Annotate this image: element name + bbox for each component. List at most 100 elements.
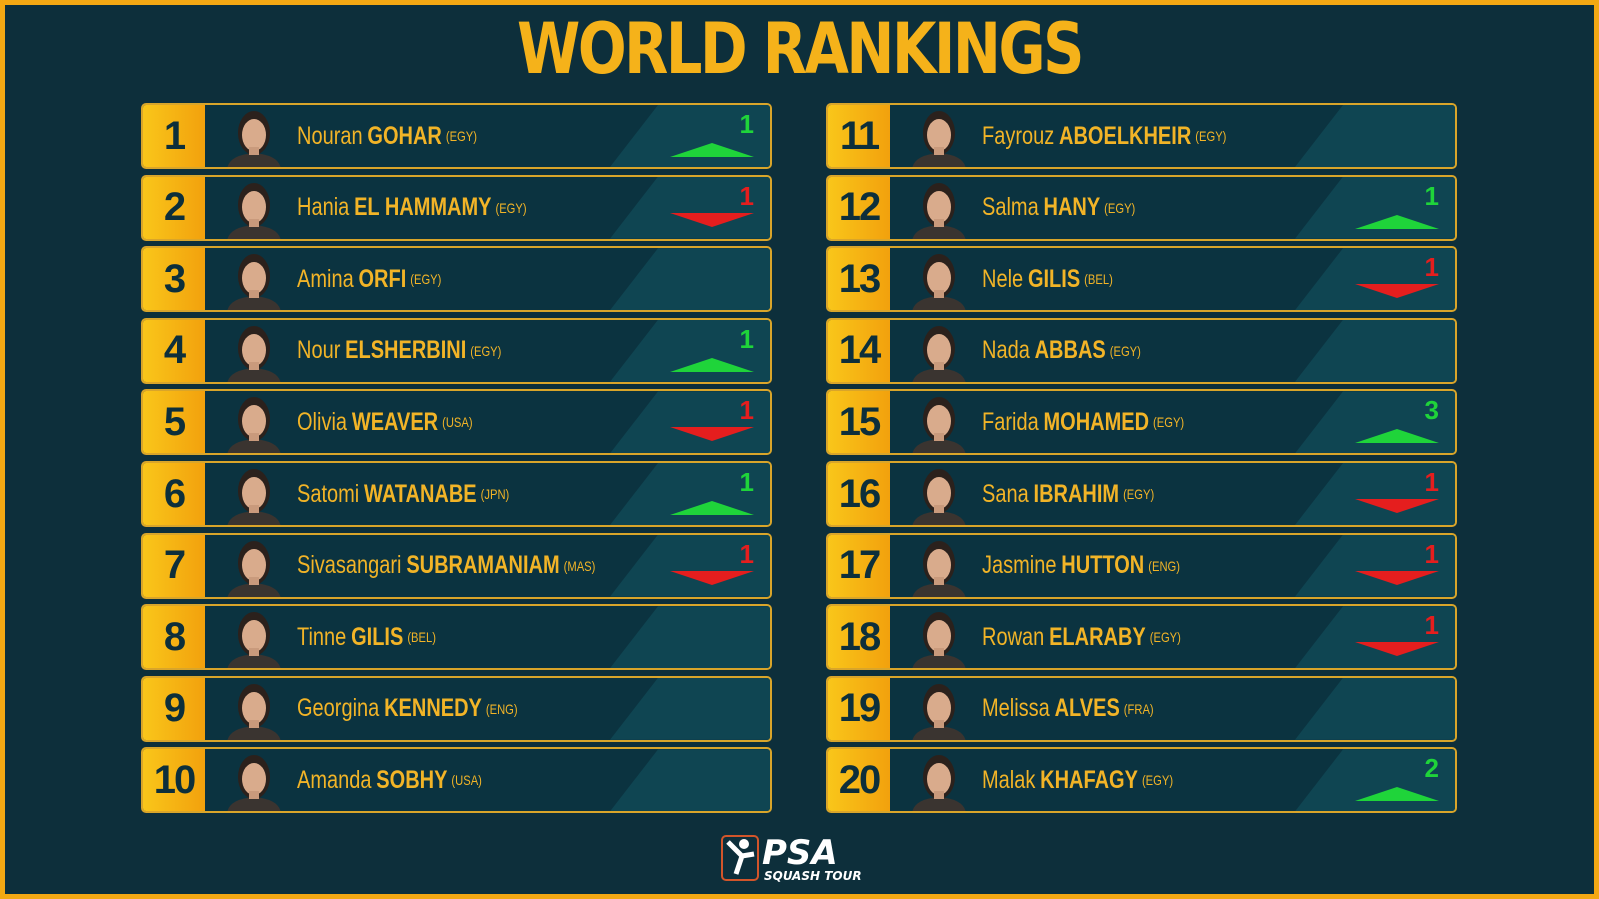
ranking-row: 8 Tinne GILIS (BEL) xyxy=(141,604,772,671)
first-name: Salma xyxy=(982,193,1039,222)
country-code: (ENG) xyxy=(1148,557,1180,574)
rank-change: 1 xyxy=(739,395,754,426)
arrow-down-icon xyxy=(670,212,754,227)
first-name: Sana xyxy=(982,479,1029,508)
ranking-row: 11 Fayrouz ABOELKHEIR (EGY) xyxy=(826,103,1457,169)
page-title: WORLD RANKINGS xyxy=(516,8,1085,90)
player-photo xyxy=(219,250,289,311)
first-name: Nour xyxy=(297,336,341,365)
logo-subtext: SQUASH TOUR xyxy=(764,869,862,883)
last-name: GILIS xyxy=(351,622,404,651)
last-name: WATANABE xyxy=(364,479,477,508)
last-name: ELARABY xyxy=(1049,622,1146,651)
first-name: Olivia xyxy=(297,407,348,436)
player-photo xyxy=(904,322,974,382)
player-name: Sana IBRAHIM (EGY) xyxy=(982,463,1154,525)
player-name: Nele GILIS (BEL) xyxy=(982,248,1113,310)
rank-change: 1 xyxy=(1424,538,1439,569)
player-photo xyxy=(219,322,289,382)
ranking-row: 15 Farida MOHAMED (EGY) 3 xyxy=(826,389,1457,456)
country-code: (EGY) xyxy=(1141,772,1174,789)
rank-change: 3 xyxy=(1424,395,1439,426)
country-code: (USA) xyxy=(451,772,482,789)
last-name: IBRAHIM xyxy=(1033,479,1120,508)
player-photo xyxy=(904,537,974,597)
country-code: (FRA) xyxy=(1123,700,1154,717)
rank-number: 13 xyxy=(828,248,890,311)
rank-number: 14 xyxy=(828,319,890,382)
first-name: Hania xyxy=(297,193,350,222)
rank-number: 8 xyxy=(143,606,205,669)
player-photo xyxy=(904,680,974,740)
rank-number: 1 xyxy=(143,105,205,167)
country-code: (USA) xyxy=(442,414,473,431)
player-name: Satomi WATANABE (JPN) xyxy=(297,463,509,525)
last-name: HUTTON xyxy=(1061,551,1145,580)
player-name: Malak KHAFAGY (EGY) xyxy=(982,749,1173,811)
arrow-down-icon xyxy=(670,427,754,442)
ranking-row: 6 Satomi WATANABE (JPN) 1 xyxy=(141,461,772,527)
logo-text: PSA xyxy=(762,833,838,873)
player-name: Amanda SOBHY (USA) xyxy=(297,749,482,811)
arrow-up-icon xyxy=(670,501,754,515)
player-name: Nour ELSHERBINI (EGY) xyxy=(297,320,501,382)
rank-number: 6 xyxy=(143,463,205,525)
rank-number: 20 xyxy=(828,749,890,812)
player-photo xyxy=(219,537,289,597)
rank-change: 1 xyxy=(739,109,754,139)
player-name: Melissa ALVES (FRA) xyxy=(982,678,1154,740)
player-photo xyxy=(219,751,289,812)
country-code: (JPN) xyxy=(480,486,510,502)
player-photo xyxy=(904,393,974,454)
player-name: Tinne GILIS (BEL) xyxy=(297,606,436,668)
first-name: Nada xyxy=(982,336,1030,365)
country-code: (EGY) xyxy=(1109,342,1141,359)
player-photo xyxy=(219,608,289,669)
player-name: Fayrouz ABOELKHEIR (EGY) xyxy=(982,105,1226,167)
first-name: Jasmine xyxy=(982,551,1057,580)
player-photo xyxy=(904,465,974,525)
last-name: WEAVER xyxy=(351,407,439,436)
ranking-row: 3 Amina ORFI (EGY) xyxy=(141,246,772,313)
arrow-up-icon xyxy=(670,143,754,157)
ranking-row: 12 Salma HANY (EGY) 1 xyxy=(826,174,1457,241)
player-name: Salma HANY (EGY) xyxy=(982,177,1135,239)
last-name: MOHAMED xyxy=(1043,407,1150,436)
rank-number: 2 xyxy=(143,176,205,239)
arrow-up-icon xyxy=(1355,787,1439,802)
first-name: Tinne xyxy=(297,622,347,651)
last-name: SUBRAMANIAM xyxy=(406,551,560,580)
arrow-down-icon xyxy=(1355,499,1439,513)
player-name: Nada ABBAS (EGY) xyxy=(982,320,1141,382)
player-name: Rowan ELARABY (EGY) xyxy=(982,606,1181,668)
rank-number: 11 xyxy=(828,105,890,167)
player-photo xyxy=(904,250,974,311)
arrow-down-icon xyxy=(670,570,754,585)
ranking-row: 4 Nour ELSHERBINI (EGY) 1 xyxy=(141,317,772,384)
country-code: (EGY) xyxy=(1195,128,1227,144)
country-code: (EGY) xyxy=(470,342,502,359)
last-name: KHAFAGY xyxy=(1040,765,1138,794)
country-code: (EGY) xyxy=(1149,629,1181,646)
player-photo xyxy=(219,465,289,525)
ranking-row: 2 Hania EL HAMMAMY (EGY) 1 xyxy=(141,174,772,241)
rank-number: 19 xyxy=(828,677,890,740)
row-accent xyxy=(610,677,770,740)
rank-number: 4 xyxy=(143,319,205,382)
player-name: Nouran GOHAR (EGY) xyxy=(297,105,477,167)
row-accent xyxy=(610,606,770,669)
player-name: Amina ORFI (EGY) xyxy=(297,248,441,310)
first-name: Sivasangari xyxy=(297,551,402,580)
player-name: Sivasangari SUBRAMANIAM (MAS) xyxy=(297,535,595,597)
row-accent xyxy=(1295,319,1455,382)
first-name: Satomi xyxy=(297,479,360,508)
rank-number: 9 xyxy=(143,677,205,740)
player-photo xyxy=(904,179,974,239)
player-photo xyxy=(219,107,289,167)
rank-change: 2 xyxy=(1424,753,1439,784)
arrow-up-icon xyxy=(1355,429,1439,444)
rank-number: 16 xyxy=(828,463,890,525)
ranking-row: 17 Jasmine HUTTON (ENG) 1 xyxy=(826,532,1457,599)
first-name: Amanda xyxy=(297,765,372,794)
rank-number: 10 xyxy=(143,749,205,812)
